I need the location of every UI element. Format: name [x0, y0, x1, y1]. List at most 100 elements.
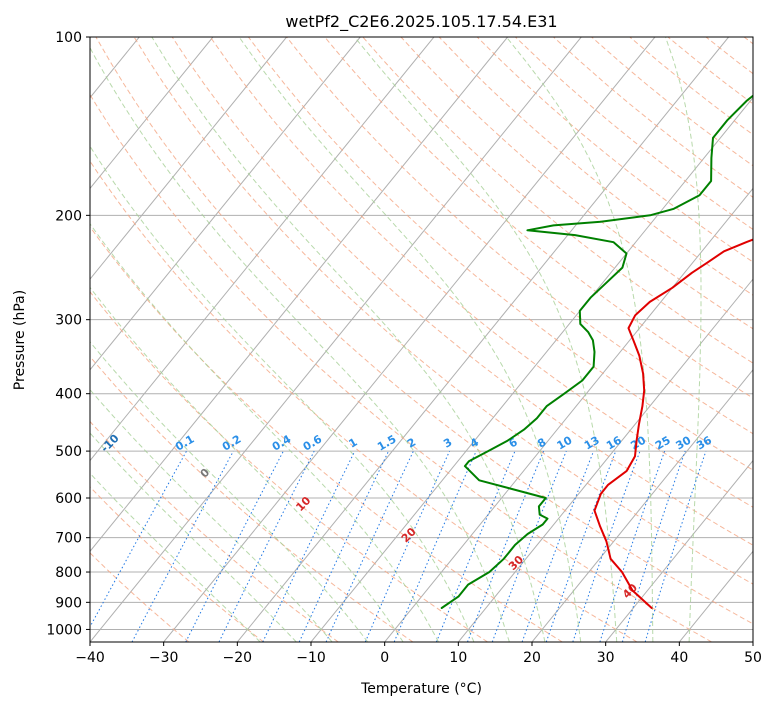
dry-adiabat-label: 30	[506, 553, 526, 573]
isotherm-gridline	[531, 369, 753, 642]
x-tick-label: 10	[449, 650, 467, 666]
y-tick-label: 500	[55, 444, 82, 460]
mixing-ratio-line	[90, 450, 187, 628]
dry-adiabat	[476, 37, 753, 263]
dry-adiabat	[90, 355, 414, 642]
x-tick-label: 40	[670, 650, 688, 666]
dry-adiabat	[90, 160, 638, 642]
y-tick-label: 700	[55, 531, 82, 547]
isotherm-gridline	[90, 37, 582, 642]
x-tick-label: 50	[744, 650, 762, 666]
y-tick-label: 800	[55, 565, 82, 581]
mixing-ratio-line	[545, 450, 617, 642]
moist-adiabat	[90, 145, 475, 642]
y-tick-label: 900	[55, 595, 82, 611]
isotherm-gridline	[752, 641, 753, 642]
isotherm-gridline	[90, 37, 288, 280]
dry-adiabat	[400, 37, 753, 330]
mixing-ratio-line	[435, 450, 516, 642]
y-tick-label: 600	[55, 491, 82, 507]
isotherm-gridline	[605, 459, 753, 642]
moist-adiabat	[238, 37, 582, 642]
isotherm-gridline	[384, 187, 753, 642]
mixing-ratio-line	[491, 450, 567, 642]
isotherm-gridline	[163, 37, 656, 642]
dry-adiabat	[553, 37, 753, 198]
mixing-ratio-line	[521, 450, 595, 642]
mixing-ratio-line	[467, 450, 545, 642]
dry-adiabat-label: 0	[198, 466, 213, 481]
moist-adiabat	[90, 46, 510, 642]
dry-adiabat	[209, 37, 753, 508]
moist-adiabat	[90, 388, 333, 642]
isotherm-gridline	[678, 550, 753, 642]
dry-adiabat	[90, 420, 339, 642]
x-tick-label: −10	[296, 650, 326, 666]
dry-adiabat	[90, 225, 563, 642]
dry-adiabat	[743, 37, 753, 45]
mixing-ratio-line	[218, 450, 315, 642]
y-tick-label: 100	[55, 30, 82, 46]
moist-adiabat	[90, 341, 369, 642]
isotherm-gridline	[236, 37, 730, 642]
mixing-ratio-label: 3	[441, 436, 454, 451]
dry-adiabat	[90, 290, 488, 642]
dry-adiabat-label: -20	[7, 395, 30, 418]
mixing-ratio-line	[262, 450, 356, 642]
moist-adiabat	[90, 432, 297, 642]
mixing-ratio-label: 1.5	[375, 433, 398, 454]
x-tick-label: 30	[597, 650, 615, 666]
x-tick-label: −30	[149, 650, 179, 666]
mixing-ratio-line	[644, 450, 707, 642]
dry-adiabat	[171, 37, 753, 546]
chart-title: wetPf2_C2E6.2025.105.17.54.E31	[285, 12, 557, 32]
x-tick-label: −20	[223, 650, 253, 666]
mixing-ratio-label: 16	[604, 433, 624, 452]
isotherm-gridline	[90, 37, 214, 190]
moist-adiabat	[151, 37, 546, 642]
dry-adiabat	[515, 37, 753, 231]
moist-adiabat	[90, 286, 404, 642]
y-tick-label: 400	[55, 387, 82, 403]
mixing-ratio-label: 20	[628, 433, 648, 452]
temperature-profile-line	[593, 238, 753, 609]
moist-adiabat	[354, 37, 618, 642]
dry-adiabat	[362, 37, 753, 364]
dry-adiabat	[95, 37, 753, 625]
mixing-ratio-label: 0.6	[301, 432, 325, 453]
dry-adiabat	[90, 93, 712, 642]
isotherm-gridline	[0, 37, 66, 642]
dry-adiabat	[591, 37, 753, 167]
mixing-ratio-label: 4	[468, 435, 481, 450]
mixing-ratio-label: 10	[555, 433, 575, 452]
isotherm-gridline	[90, 37, 509, 553]
mixing-ratio-line	[364, 450, 451, 642]
moist-adiabat	[90, 472, 261, 642]
mixing-ratio-line	[599, 450, 666, 642]
dry-adiabat	[133, 37, 753, 585]
dry-adiabat	[90, 552, 190, 642]
isotherm-gridline	[457, 278, 753, 642]
dry-adiabat	[324, 37, 753, 399]
y-axis-title: Pressure (hPa)	[12, 290, 28, 390]
x-axis-title: Temperature (°C)	[360, 681, 482, 697]
moist-adiabat	[506, 37, 654, 642]
isotherm-gridline	[90, 37, 435, 462]
isotherm-gridline	[90, 37, 361, 371]
mixing-ratio-line	[325, 450, 414, 642]
mixing-ratio-label: 1	[347, 436, 360, 451]
dewpoint-profile-line	[440, 94, 753, 609]
moist-adiabat	[665, 37, 702, 642]
mixing-ratio-line	[298, 450, 390, 642]
mixing-ratio-label: 30	[674, 433, 694, 452]
y-tick-label: 1000	[46, 622, 82, 638]
dry-adiabat-label: 40	[620, 581, 640, 601]
x-tick-label: 20	[523, 650, 541, 666]
x-tick-label: −40	[75, 650, 105, 666]
y-tick-label: 200	[55, 208, 82, 224]
mixing-ratio-line	[621, 450, 686, 642]
plot-frame	[89, 36, 754, 643]
dry-adiabat-label: 20	[399, 525, 419, 545]
dry-adiabat	[438, 37, 753, 296]
